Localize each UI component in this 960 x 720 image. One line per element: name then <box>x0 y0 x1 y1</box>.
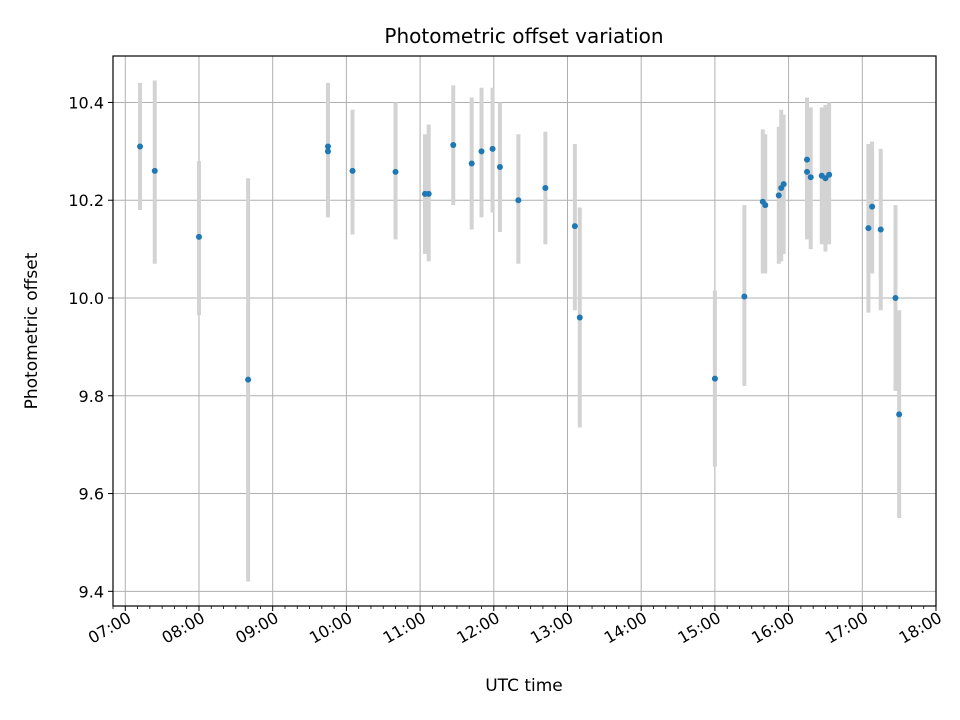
data-point <box>195 233 202 240</box>
y-tick-label: 10.0 <box>68 289 104 308</box>
x-tick-label: 18:00 <box>896 608 945 648</box>
y-tick-label: 10.2 <box>68 191 104 210</box>
data-point <box>804 168 811 175</box>
x-tick-label: 07:00 <box>85 608 134 648</box>
data-point <box>151 167 158 174</box>
data-point <box>896 411 903 418</box>
data-point <box>807 174 814 181</box>
data-point <box>826 171 833 178</box>
x-tick-label: 10:00 <box>306 608 355 648</box>
y-axis-ticks: 9.4 9.6 9.8 10.0 10.2 10.4 <box>68 93 113 601</box>
x-axis-ticks: 07:00 08:00 09:00 10:00 11:00 12:00 13:00 14:00… <box>85 606 945 648</box>
x-tick-label: 13:00 <box>527 608 576 648</box>
data-point <box>468 160 475 167</box>
data-point <box>571 223 578 230</box>
data-point <box>392 168 399 175</box>
data-point <box>137 143 144 150</box>
data-points <box>137 141 903 418</box>
x-tick-label: 09:00 <box>232 608 281 648</box>
x-tick-label: 12:00 <box>453 608 502 648</box>
x-tick-label: 14:00 <box>601 608 650 648</box>
x-axis-label: UTC time <box>485 676 563 696</box>
error-bars <box>138 80 902 582</box>
data-point <box>425 190 432 197</box>
data-point <box>349 167 356 174</box>
data-point <box>865 225 872 232</box>
data-point <box>869 203 876 210</box>
x-tick-label: 15:00 <box>674 608 723 648</box>
data-point <box>877 226 884 233</box>
y-tick-label: 9.4 <box>79 582 104 601</box>
data-point <box>804 156 811 163</box>
data-point <box>711 375 718 382</box>
data-point <box>245 376 252 383</box>
y-tick-label: 10.4 <box>68 93 104 112</box>
y-tick-label: 9.8 <box>79 387 104 406</box>
chart-title: Photometric offset variation <box>384 24 663 48</box>
data-point <box>892 295 899 301</box>
data-point <box>775 192 782 199</box>
x-tick-label: 16:00 <box>748 608 797 648</box>
data-point <box>478 148 485 155</box>
y-axis-label: Photometric offset <box>22 252 42 409</box>
data-point <box>496 163 503 170</box>
x-tick-label: 17:00 <box>822 608 871 648</box>
plot-area-frame <box>112 55 937 607</box>
data-point <box>780 181 787 188</box>
x-tick-label: 11:00 <box>380 608 429 648</box>
data-point <box>450 141 457 148</box>
data-point <box>324 148 331 155</box>
data-point <box>324 143 331 150</box>
data-point <box>576 314 583 321</box>
x-tick-label: 08:00 <box>159 608 208 648</box>
data-point <box>762 202 769 209</box>
data-point <box>741 293 748 300</box>
data-point <box>542 185 549 191</box>
data-point <box>489 145 496 152</box>
data-point <box>515 197 522 204</box>
y-tick-label: 9.6 <box>79 485 104 504</box>
